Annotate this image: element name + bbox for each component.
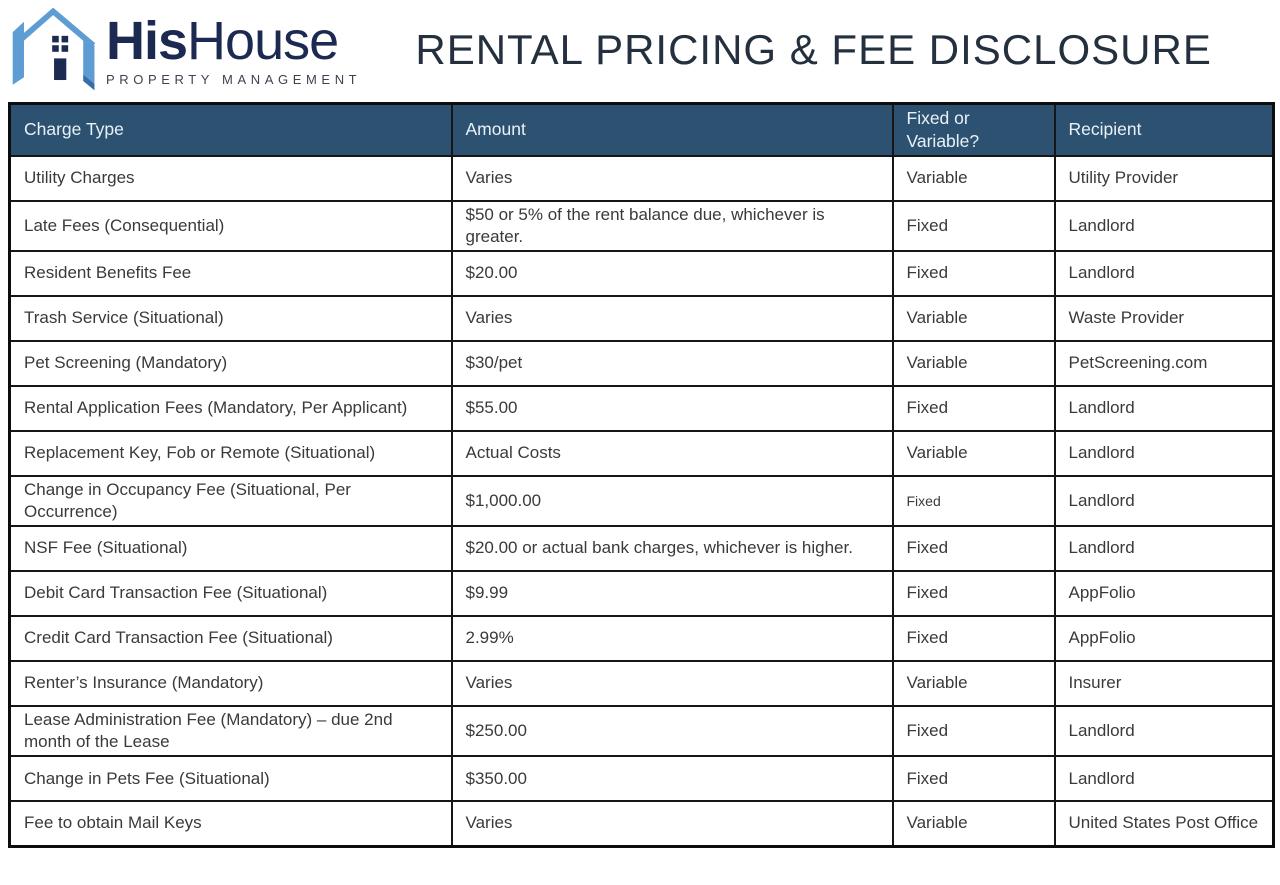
recipient-cell: Landlord <box>1053 199 1275 252</box>
amount-cell: Varies <box>450 154 894 202</box>
fixed-or-variable-cell: Variable <box>891 154 1056 202</box>
charge-type-cell: Rental Application Fees (Mandatory, Per … <box>8 384 453 432</box>
recipient-cell: AppFolio <box>1053 614 1275 662</box>
charge-type-cell: Credit Card Transaction Fee (Situational… <box>8 614 453 662</box>
charge-type-cell: NSF Fee (Situational) <box>8 524 453 572</box>
table-row: NSF Fee (Situational) $20.00 or actual ba… <box>8 524 1275 572</box>
charge-type-cell: Debit Card Transaction Fee (Situational) <box>8 569 453 617</box>
amount-cell: $55.00 <box>450 384 894 432</box>
column-header-amount: Amount <box>450 102 894 157</box>
table-row: Late Fees (Consequential) $50 or 5% of th… <box>8 199 1275 252</box>
page-title: RENTAL PRICING & FEE DISCLOSURE <box>415 26 1212 73</box>
fixed-or-variable-cell: Fixed <box>891 199 1056 252</box>
table-row: Resident Benefits Fee $20.00 Fixed Landlord <box>8 249 1275 297</box>
column-header-fixed-or-variable: Fixed or Variable? <box>891 102 1056 157</box>
logo-text: HisHouse PROPERTY MANAGEMENT <box>106 14 361 87</box>
amount-cell: $50 or 5% of the rent balance due, which… <box>450 199 894 252</box>
charge-type-cell: Resident Benefits Fee <box>8 249 453 297</box>
amount-cell: $9.99 <box>450 569 894 617</box>
fixed-or-variable-cell: Fixed <box>891 569 1056 617</box>
fixed-or-variable-cell: Fixed <box>891 704 1056 758</box>
amount-cell: $250.00 <box>450 704 894 758</box>
recipient-cell: Landlord <box>1053 755 1275 803</box>
charge-type-cell: Replacement Key, Fob or Remote (Situatio… <box>8 429 453 477</box>
recipient-cell: Landlord <box>1053 429 1275 477</box>
fixed-or-variable-cell: Fixed <box>891 524 1056 572</box>
recipient-cell: Utility Provider <box>1053 154 1275 202</box>
amount-cell: $20.00 or actual bank charges, whichever… <box>450 524 894 572</box>
table-row: Credit Card Transaction Fee (Situational… <box>8 614 1275 662</box>
recipient-cell: United States Post Office <box>1053 800 1275 848</box>
charge-type-cell: Lease Administration Fee (Mandatory) – d… <box>8 704 453 758</box>
recipient-cell: Landlord <box>1053 249 1275 297</box>
table-row: Lease Administration Fee (Mandatory) – d… <box>8 704 1275 758</box>
table-row: Utility Charges Varies Variable Utility Pro… <box>8 154 1275 202</box>
recipient-cell: Waste Provider <box>1053 294 1275 342</box>
fixed-or-variable-cell: Variable <box>891 339 1056 387</box>
amount-cell: 2.99% <box>450 614 894 662</box>
table-row: Rental Application Fees (Mandatory, Per … <box>8 384 1275 432</box>
fixed-or-variable-cell: Variable <box>891 294 1056 342</box>
recipient-cell: Landlord <box>1053 524 1275 572</box>
amount-cell: $1,000.00 <box>450 474 894 527</box>
table-row: Renter’s Insurance (Mandatory) Varies Vari… <box>8 659 1275 707</box>
house-h-monogram-icon <box>12 7 96 91</box>
recipient-cell: Insurer <box>1053 659 1275 707</box>
column-header-recipient: Recipient <box>1053 102 1275 157</box>
brand-wordmark: HisHouse <box>106 14 361 68</box>
brand-name-light: House <box>187 10 339 71</box>
fixed-or-variable-cell: Fixed <box>891 614 1056 662</box>
amount-cell: Actual Costs <box>450 429 894 477</box>
recipient-cell: PetScreening.com <box>1053 339 1275 387</box>
amount-cell: $20.00 <box>450 249 894 297</box>
fixed-or-variable-cell: Fixed <box>891 755 1056 803</box>
fixed-or-variable-cell: Fixed <box>891 249 1056 297</box>
brand-tagline: PROPERTY MANAGEMENT <box>106 71 362 87</box>
fee-table-body: Utility Charges Varies Variable Utility Pro… <box>8 154 1275 848</box>
table-row: Fee to obtain Mail Keys Varies Variable Uni… <box>8 800 1275 848</box>
fixed-or-variable-cell: Variable <box>891 800 1056 848</box>
recipient-cell: Landlord <box>1053 704 1275 758</box>
charge-type-cell: Change in Pets Fee (Situational) <box>8 755 453 803</box>
recipient-cell: Landlord <box>1053 474 1275 527</box>
charge-type-cell: Late Fees (Consequential) <box>8 199 453 252</box>
amount-cell: Varies <box>450 659 894 707</box>
charge-type-cell: Pet Screening (Mandatory) <box>8 339 453 387</box>
recipient-cell: AppFolio <box>1053 569 1275 617</box>
fixed-or-variable-cell: Fixed <box>891 474 1056 527</box>
table-row: Pet Screening (Mandatory) $30/pet Variable… <box>8 339 1275 387</box>
amount-cell: Varies <box>450 294 894 342</box>
brand-name-bold: His <box>106 10 188 71</box>
table-row: Change in Occupancy Fee (Situational, Pe… <box>8 474 1275 527</box>
fixed-or-variable-cell: Variable <box>891 429 1056 477</box>
amount-cell: Varies <box>450 800 894 848</box>
fixed-or-variable-cell: Variable <box>891 659 1056 707</box>
table-row: Debit Card Transaction Fee (Situational)… <box>8 569 1275 617</box>
table-row: Trash Service (Situational) Varies Variabl… <box>8 294 1275 342</box>
amount-cell: $30/pet <box>450 339 894 387</box>
charge-type-cell: Change in Occupancy Fee (Situational, Pe… <box>8 474 453 527</box>
charge-type-cell: Utility Charges <box>8 154 453 202</box>
recipient-cell: Landlord <box>1053 384 1275 432</box>
page-header: HisHouse PROPERTY MANAGEMENT RENTAL PRIC… <box>0 0 1280 100</box>
company-logo: HisHouse PROPERTY MANAGEMENT <box>8 6 361 94</box>
column-header-charge-type: Charge Type <box>8 102 453 157</box>
table-row: Change in Pets Fee (Situational) $350.00 F… <box>8 755 1275 803</box>
fixed-or-variable-cell: Fixed <box>891 384 1056 432</box>
charge-type-cell: Trash Service (Situational) <box>8 294 453 342</box>
amount-cell: $350.00 <box>450 755 894 803</box>
table-header-row: Charge Type Amount Fixed or Variable? Re… <box>8 102 1275 157</box>
charge-type-cell: Renter’s Insurance (Mandatory) <box>8 659 453 707</box>
table-row: Replacement Key, Fob or Remote (Situatio… <box>8 429 1275 477</box>
fee-disclosure-table: Charge Type Amount Fixed or Variable? Re… <box>8 102 1275 848</box>
charge-type-cell: Fee to obtain Mail Keys <box>8 800 453 848</box>
